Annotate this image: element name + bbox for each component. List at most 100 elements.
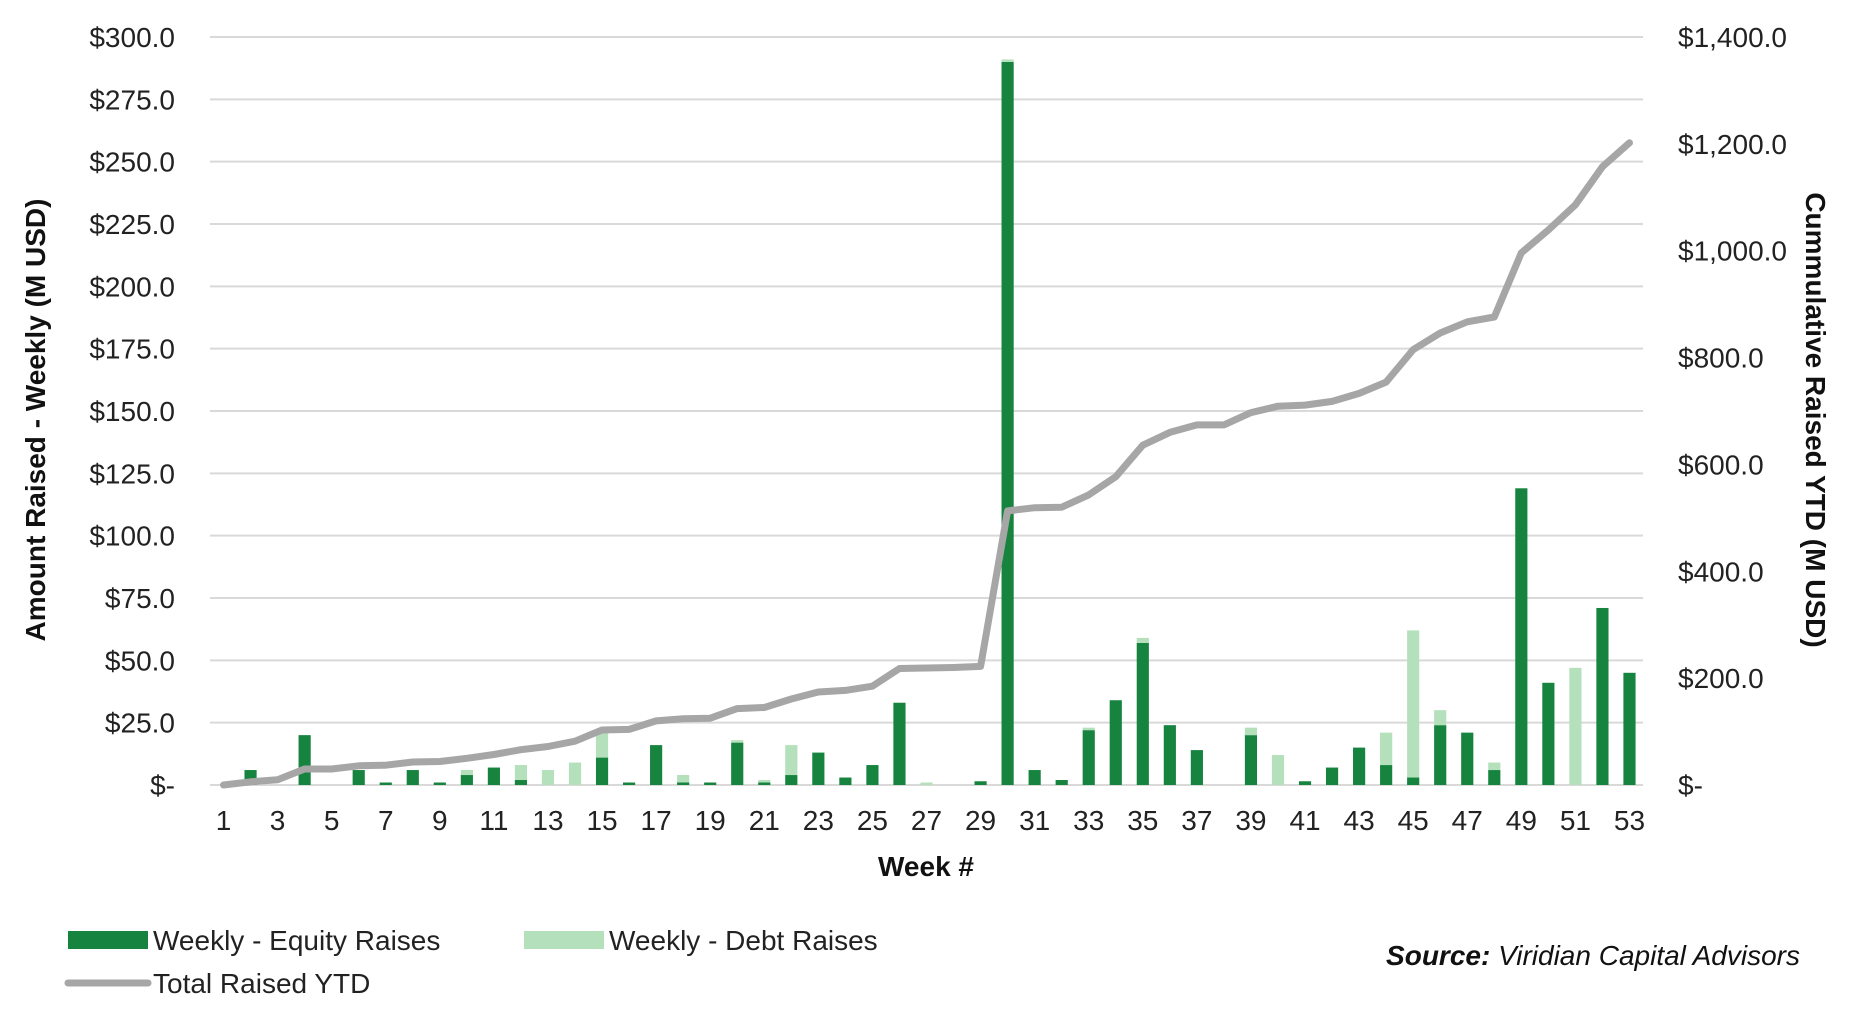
x-axis-tick-label: 3 bbox=[270, 805, 286, 836]
equity-bar bbox=[1082, 730, 1095, 785]
left-axis-tick-label: $- bbox=[150, 770, 175, 801]
x-axis-tick-label: 7 bbox=[378, 805, 394, 836]
legend-swatch-equity bbox=[68, 931, 148, 949]
equity-bar bbox=[1380, 765, 1393, 785]
gridlines bbox=[210, 36, 1643, 786]
x-axis-tick-label: 43 bbox=[1344, 805, 1375, 836]
equity-bar bbox=[1596, 607, 1609, 785]
equity-bar bbox=[758, 782, 771, 785]
x-axis-tick-label: 15 bbox=[586, 805, 617, 836]
equity-bar bbox=[406, 770, 419, 785]
debt-bar bbox=[1380, 732, 1393, 766]
legend-swatch-debt bbox=[524, 931, 604, 949]
left-axis-tick-label: $100.0 bbox=[89, 521, 175, 552]
debt-bar bbox=[460, 770, 473, 776]
debt-bar bbox=[1271, 755, 1285, 785]
equity-bar bbox=[650, 745, 663, 785]
right-axis-tick-label: $1,200.0 bbox=[1678, 129, 1787, 160]
x-axis-tick-label: 25 bbox=[857, 805, 888, 836]
equity-bar bbox=[595, 757, 609, 785]
total-raised-ytd-line bbox=[220, 139, 1633, 789]
right-axis-tick-label: $1,400.0 bbox=[1678, 22, 1787, 53]
right-axis-tick-label: $800.0 bbox=[1678, 343, 1764, 374]
equity-bar bbox=[1244, 735, 1258, 785]
left-axis-tick-label: $125.0 bbox=[89, 458, 175, 489]
right-axis-title: Cummulative Raised YTD (M USD) bbox=[1800, 192, 1831, 647]
debt-bar bbox=[1244, 727, 1258, 736]
debt-bar bbox=[595, 732, 609, 758]
legend-label-debt: Weekly - Debt Raises bbox=[609, 925, 878, 956]
left-axis-title: Amount Raised - Weekly (M USD) bbox=[20, 199, 51, 642]
x-axis-tick-label: 39 bbox=[1235, 805, 1266, 836]
x-axis-tick-label: 47 bbox=[1452, 805, 1483, 836]
equity-bar bbox=[974, 781, 987, 785]
x-axis-tick-label: 9 bbox=[432, 805, 448, 836]
debt-bar bbox=[1569, 667, 1582, 785]
source-text: Viridian Capital Advisors bbox=[1490, 940, 1800, 971]
debt-bar bbox=[785, 745, 798, 776]
equity-bar bbox=[487, 767, 500, 785]
debt-bar bbox=[541, 770, 555, 785]
debt-bar bbox=[1136, 637, 1149, 643]
x-axis-tick-label: 5 bbox=[324, 805, 340, 836]
x-axis-tick-labels: 1 3 5 7 9 11 13 15 17 19 21 23 25 27 29 31 33 35 37 39 41 43 4… bbox=[216, 805, 1645, 836]
equity-bar bbox=[1488, 770, 1501, 785]
x-axis-tick-label: 31 bbox=[1019, 805, 1050, 836]
x-axis-tick-label: 33 bbox=[1073, 805, 1104, 836]
equity-bar bbox=[352, 770, 365, 785]
debt-bar bbox=[731, 740, 744, 743]
x-axis-tick-label: 19 bbox=[695, 805, 726, 836]
x-axis-tick-label: 23 bbox=[803, 805, 834, 836]
equity-bar bbox=[731, 742, 744, 785]
x-axis-tick-label: 35 bbox=[1127, 805, 1158, 836]
right-axis-tick-label: $400.0 bbox=[1678, 556, 1764, 587]
equity-bar bbox=[1434, 725, 1447, 785]
x-axis-tick-label: 21 bbox=[749, 805, 780, 836]
left-axis-tick-label: $175.0 bbox=[89, 334, 175, 365]
equity-bar bbox=[839, 777, 852, 785]
equity-bar bbox=[1515, 488, 1528, 785]
source-label: Source: bbox=[1386, 940, 1490, 971]
equity-bar bbox=[1055, 780, 1068, 785]
equity-bar bbox=[1109, 700, 1122, 785]
equity-bar bbox=[514, 780, 528, 785]
debt-bar bbox=[677, 775, 690, 783]
debt-bar bbox=[1001, 59, 1014, 62]
x-axis-tick-label: 45 bbox=[1398, 805, 1429, 836]
left-axis-tick-label: $75.0 bbox=[105, 583, 175, 614]
equity-bar bbox=[866, 765, 879, 785]
equity-bar bbox=[623, 782, 636, 785]
debt-bar bbox=[514, 765, 528, 781]
debt-bar bbox=[1434, 710, 1447, 726]
left-axis-tick-label: $50.0 bbox=[105, 645, 175, 676]
debt-bars bbox=[460, 59, 1582, 785]
x-axis-tick-label: 37 bbox=[1181, 805, 1212, 836]
equity-bar bbox=[1353, 747, 1366, 785]
left-axis-tick-label: $300.0 bbox=[89, 22, 175, 53]
equity-bar bbox=[677, 782, 690, 785]
left-axis-tick-label: $150.0 bbox=[89, 396, 175, 427]
debt-bar bbox=[1082, 727, 1095, 731]
equity-bar bbox=[460, 775, 473, 785]
equity-bar bbox=[1298, 781, 1312, 785]
x-axis-tick-label: 27 bbox=[911, 805, 942, 836]
legend: Weekly - Equity Raises Weekly - Debt Rai… bbox=[64, 925, 878, 999]
equity-bar bbox=[379, 782, 392, 785]
right-axis-tick-label: $200.0 bbox=[1678, 663, 1764, 694]
equity-bar bbox=[1407, 777, 1420, 785]
equity-bar bbox=[1461, 732, 1474, 785]
equity-bar bbox=[433, 782, 446, 785]
left-axis-tick-label: $225.0 bbox=[89, 209, 175, 240]
left-axis-tick-label: $275.0 bbox=[89, 84, 175, 115]
x-axis-tick-label: 29 bbox=[965, 805, 996, 836]
debt-bar bbox=[1407, 630, 1420, 778]
left-axis-tick-label: $25.0 bbox=[105, 708, 175, 739]
source-note: Source: Viridian Capital Advisors bbox=[1386, 940, 1800, 971]
right-axis-tick-labels: $- $200.0 $400.0 $600.0 $800.0 $1,000.0 $1,200… bbox=[1678, 22, 1787, 801]
equity-bars bbox=[244, 61, 1636, 785]
left-axis-tick-label: $200.0 bbox=[89, 271, 175, 302]
legend-label-ytd: Total Raised YTD bbox=[153, 968, 370, 999]
equity-bar bbox=[1542, 682, 1555, 785]
equity-bar bbox=[1136, 642, 1149, 785]
left-axis-tick-label: $250.0 bbox=[89, 147, 175, 178]
